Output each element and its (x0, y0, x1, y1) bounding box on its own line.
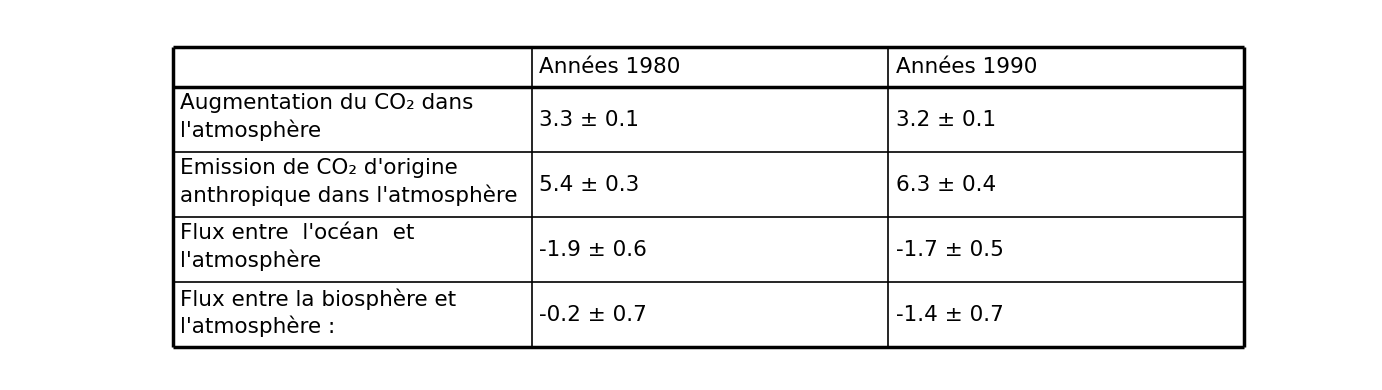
Text: Flux entre  l'océan  et
l'atmosphère: Flux entre l'océan et l'atmosphère (180, 223, 415, 271)
Text: -1.7 ± 0.5: -1.7 ± 0.5 (896, 240, 1003, 260)
Text: -1.4 ± 0.7: -1.4 ± 0.7 (896, 305, 1003, 325)
Text: -0.2 ± 0.7: -0.2 ± 0.7 (539, 305, 647, 325)
Text: Emission de CO₂ d'origine
anthropique dans l'atmosphère: Emission de CO₂ d'origine anthropique da… (180, 158, 518, 206)
Text: 5.4 ± 0.3: 5.4 ± 0.3 (539, 175, 640, 195)
Text: Flux entre la biosphère et
l'atmosphère :: Flux entre la biosphère et l'atmosphère … (180, 288, 456, 337)
Text: Augmentation du CO₂ dans
l'atmosphère: Augmentation du CO₂ dans l'atmosphère (180, 93, 474, 141)
Text: 3.2 ± 0.1: 3.2 ± 0.1 (896, 110, 996, 130)
Text: -1.9 ± 0.6: -1.9 ± 0.6 (539, 240, 647, 260)
Text: 6.3 ± 0.4: 6.3 ± 0.4 (896, 175, 996, 195)
Text: 3.3 ± 0.1: 3.3 ± 0.1 (539, 110, 638, 130)
Text: Années 1990: Années 1990 (896, 57, 1036, 77)
Text: Années 1980: Années 1980 (539, 57, 680, 77)
